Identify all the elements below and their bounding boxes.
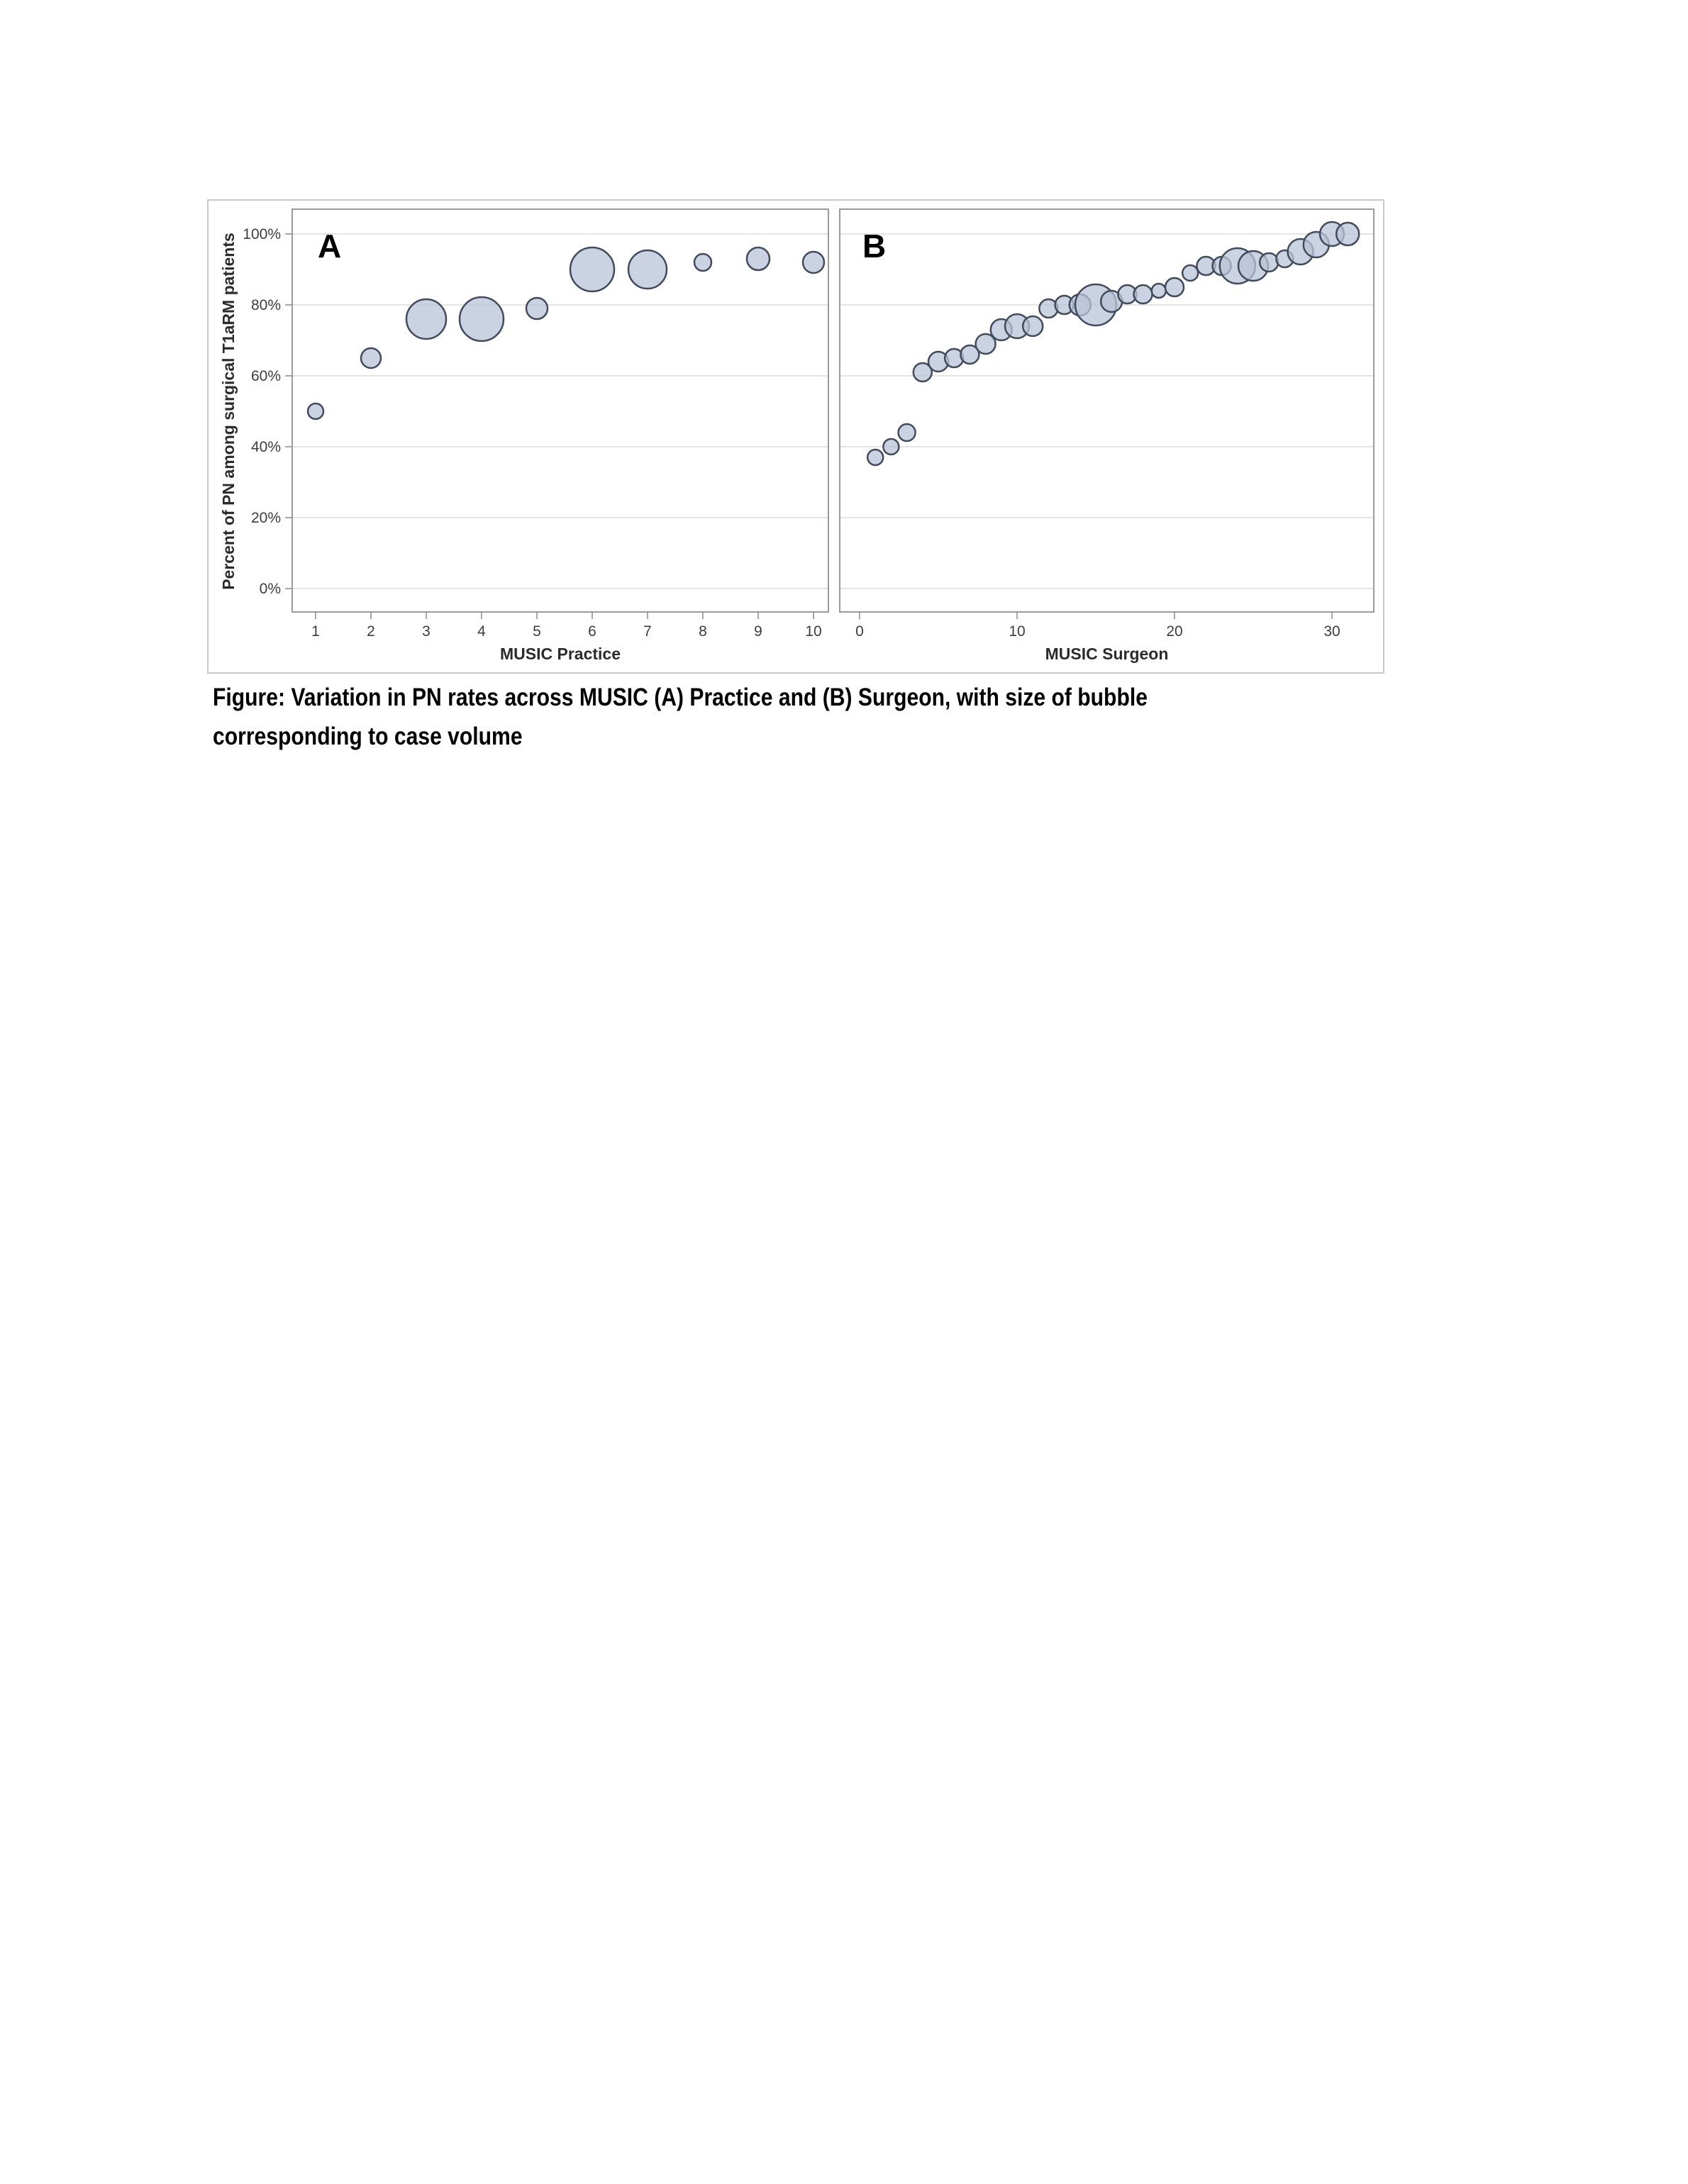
bubble-a-6 <box>569 246 616 293</box>
x-tick-label-a-4: 4 <box>477 623 486 640</box>
bubble-a-8 <box>693 252 713 272</box>
x-tick-label-a-10: 10 <box>805 623 821 640</box>
x-tick-label-a-5: 5 <box>533 623 541 640</box>
bubble-a-5 <box>525 296 549 321</box>
bubble-b-4 <box>912 362 933 383</box>
figure-caption-line2: corresponding to case volume <box>213 723 523 750</box>
y-tick-label-80: 80% <box>251 297 281 313</box>
y-tick-label-60: 60% <box>251 368 281 384</box>
x-tick-label-a-9: 9 <box>754 623 762 640</box>
x-tick-label-a-7: 7 <box>643 623 652 640</box>
bubble-b-3 <box>897 423 916 442</box>
bubble-b-1 <box>866 448 884 467</box>
x-tick-label-a-2: 2 <box>367 623 375 640</box>
bubble-a-7 <box>627 249 668 290</box>
y-tick-label-100: 100% <box>243 226 281 243</box>
bubble-a-4 <box>458 296 505 342</box>
bubble-b-26 <box>1258 252 1279 273</box>
y-tick-label-20: 20% <box>251 510 281 526</box>
bubble-a-10 <box>801 250 826 274</box>
bubble-b-2 <box>882 438 900 456</box>
x-axis-title-a: MUSIC Practice <box>500 645 621 663</box>
bubble-b-7 <box>960 344 980 365</box>
bubble-b-8 <box>975 333 996 355</box>
bubble-a-9 <box>745 246 771 272</box>
x-tick-label-a-1: 1 <box>311 623 320 640</box>
panel-label-b: B <box>862 228 886 264</box>
plot-area-a <box>291 208 829 613</box>
x-tick-label-b-30: 30 <box>1323 623 1340 640</box>
bubble-a-1 <box>306 402 325 420</box>
x-axis-title-b: MUSIC Surgeon <box>1045 645 1169 663</box>
bubble-b-31 <box>1335 221 1360 247</box>
figure-caption-line1: Figure: Variation in PN rates across MUS… <box>213 684 1148 711</box>
figure-caption: Figure: Variation in PN rates across MUS… <box>213 678 1299 756</box>
bubble-a-3 <box>405 298 448 340</box>
bubble-b-21 <box>1181 264 1199 282</box>
x-tick-label-a-6: 6 <box>588 623 596 640</box>
x-tick-label-b-10: 10 <box>1009 623 1025 640</box>
x-tick-label-b-20: 20 <box>1166 623 1182 640</box>
bubble-b-11 <box>1021 315 1044 338</box>
bubble-b-20 <box>1164 277 1185 298</box>
panel-label-a: A <box>318 228 341 264</box>
bubble-charts: 1 2 3 4 5 6 7 8 9 100%20%40%60%80%100%Percent of … <box>219 208 1375 663</box>
bubble-b-18 <box>1133 284 1153 305</box>
bubble-b-19 <box>1150 282 1167 299</box>
y-tick-label-0: 0% <box>260 581 281 597</box>
x-tick-label-b-0: 0 <box>855 623 864 640</box>
x-tick-label-a-3: 3 <box>422 623 431 640</box>
y-axis-title: Percent of PN among surgical T1aRM patie… <box>219 233 238 590</box>
bubble-a-2 <box>360 347 382 369</box>
plot-area-b <box>839 208 1375 613</box>
y-tick-label-40: 40% <box>251 439 281 455</box>
x-tick-label-a-8: 8 <box>699 623 707 640</box>
